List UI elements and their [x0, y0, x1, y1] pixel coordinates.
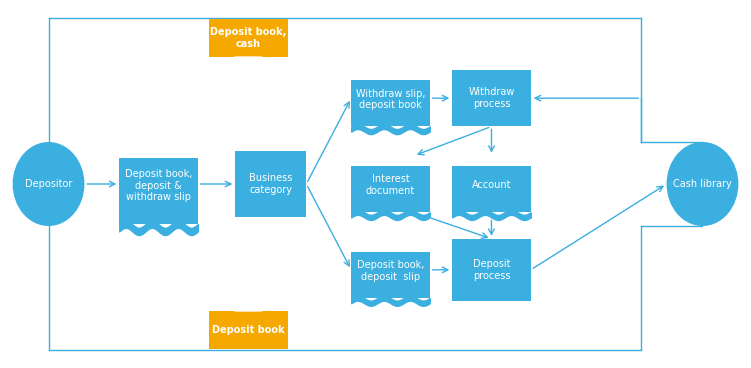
Text: Deposit
process: Deposit process — [472, 259, 510, 281]
Text: Deposit book: Deposit book — [212, 325, 285, 335]
Text: Interest
document: Interest document — [366, 174, 415, 196]
Polygon shape — [234, 57, 262, 68]
FancyBboxPatch shape — [209, 311, 288, 349]
Text: Deposit book,
deposit  slip: Deposit book, deposit slip — [357, 260, 424, 282]
Ellipse shape — [667, 142, 738, 226]
Text: Account: Account — [472, 180, 511, 190]
FancyBboxPatch shape — [235, 151, 306, 217]
Text: Withdraw slip,
deposit book: Withdraw slip, deposit book — [356, 89, 425, 110]
Ellipse shape — [13, 142, 84, 226]
Polygon shape — [234, 300, 262, 311]
FancyBboxPatch shape — [452, 70, 531, 127]
FancyBboxPatch shape — [351, 80, 430, 127]
Text: Deposit book,
cash: Deposit book, cash — [210, 27, 286, 49]
FancyBboxPatch shape — [119, 158, 198, 224]
Text: Deposit book,
deposit &
withdraw slip: Deposit book, deposit & withdraw slip — [125, 169, 192, 202]
Text: Business
category: Business category — [249, 173, 292, 195]
FancyBboxPatch shape — [351, 252, 430, 298]
Text: Withdraw
process: Withdraw process — [469, 87, 514, 109]
FancyBboxPatch shape — [351, 166, 430, 212]
Text: Cash library: Cash library — [673, 179, 731, 189]
FancyBboxPatch shape — [209, 19, 288, 57]
Text: Depositor: Depositor — [25, 179, 72, 189]
FancyBboxPatch shape — [452, 166, 531, 212]
FancyBboxPatch shape — [452, 239, 531, 301]
